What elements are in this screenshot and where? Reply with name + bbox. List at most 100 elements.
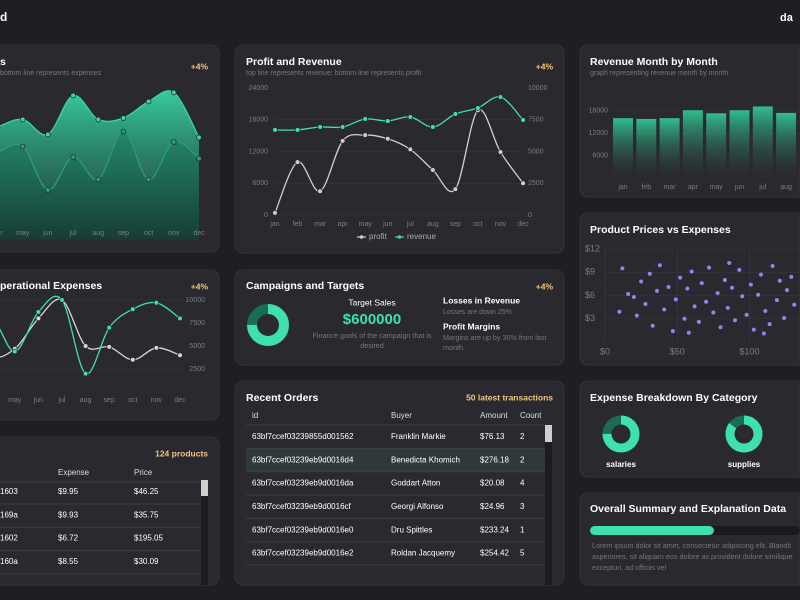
x-tick-label: aug bbox=[427, 221, 439, 228]
cell: 2 bbox=[520, 455, 525, 464]
point bbox=[177, 352, 183, 359]
point bbox=[19, 143, 26, 150]
category-label: supplies bbox=[728, 460, 761, 469]
point bbox=[35, 309, 42, 315]
point bbox=[761, 331, 766, 336]
tick-label: 12000 bbox=[589, 130, 609, 137]
tick-label: 24000 bbox=[249, 85, 269, 92]
cell: $30.09 bbox=[134, 557, 159, 566]
scrollbar[interactable] bbox=[545, 425, 552, 585]
cell: Roldan Jacquemy bbox=[391, 549, 455, 558]
panel bbox=[234, 269, 565, 366]
user: da bbox=[780, 12, 794, 24]
panel-title: Overall Summary and Explanation Data bbox=[590, 503, 786, 515]
point bbox=[82, 343, 89, 349]
x-tick-label: jul bbox=[406, 221, 414, 228]
cell: 63bf7ccef03239855d001562 bbox=[252, 432, 354, 441]
cell: $24.96 bbox=[480, 502, 505, 511]
item-title: Profit Margins bbox=[443, 321, 500, 331]
point bbox=[171, 139, 177, 145]
point bbox=[70, 154, 76, 160]
x-tick-label: jan bbox=[617, 184, 627, 191]
point bbox=[19, 116, 26, 123]
tick-label: 0 bbox=[528, 212, 532, 219]
point bbox=[520, 180, 526, 187]
point bbox=[782, 315, 787, 320]
point bbox=[620, 266, 625, 271]
cell: 2 bbox=[520, 432, 525, 441]
point bbox=[639, 279, 644, 284]
point bbox=[82, 370, 89, 377]
panel-title: Campaigns and Targets bbox=[246, 280, 364, 292]
cell: 1603 bbox=[0, 487, 18, 496]
point bbox=[95, 116, 102, 123]
tick-label: 2500 bbox=[189, 366, 205, 373]
target-note: Finance goals of the campaign that is de… bbox=[312, 331, 432, 350]
panel-subtitle: graph representing revenue month by mont… bbox=[590, 70, 728, 77]
tick-label: $12 bbox=[585, 243, 600, 253]
scroll-thumb[interactable] bbox=[545, 425, 552, 442]
point bbox=[789, 274, 794, 279]
point bbox=[770, 264, 775, 269]
point bbox=[177, 315, 183, 322]
point bbox=[153, 345, 160, 351]
x-tick-label: apr bbox=[0, 230, 3, 237]
tick-label: $0 bbox=[600, 346, 610, 356]
x-tick-label: may bbox=[359, 221, 373, 228]
x-tick-label: oct bbox=[144, 230, 153, 237]
point bbox=[362, 132, 369, 138]
point bbox=[785, 288, 789, 293]
cell: 63bf7ccef03239eb9d0016e0 bbox=[252, 525, 354, 534]
badge: 50 latest transactions bbox=[466, 392, 553, 402]
point bbox=[767, 322, 772, 327]
point bbox=[673, 297, 678, 302]
point bbox=[751, 327, 756, 332]
cell: $276.18 bbox=[480, 455, 509, 464]
tick-label: 7500 bbox=[189, 320, 205, 327]
x-tick-label: may bbox=[710, 184, 724, 191]
point bbox=[430, 167, 436, 173]
x-tick-label: jul bbox=[69, 230, 77, 237]
point bbox=[763, 309, 768, 313]
tick-label: $3 bbox=[585, 313, 595, 323]
bar bbox=[729, 110, 750, 179]
tick-label: $50 bbox=[670, 346, 685, 356]
panel bbox=[579, 492, 800, 586]
scroll-thumb[interactable] bbox=[201, 480, 208, 496]
point bbox=[196, 134, 202, 141]
tick-label: 18000 bbox=[249, 117, 269, 124]
point bbox=[696, 319, 701, 324]
x-tick-label: aug bbox=[92, 230, 104, 237]
cell: $35.75 bbox=[134, 510, 159, 519]
point bbox=[756, 292, 761, 297]
x-tick-label: sep bbox=[450, 221, 461, 228]
point bbox=[171, 89, 177, 96]
point bbox=[725, 305, 730, 310]
tick-label: 18000 bbox=[589, 107, 609, 114]
point bbox=[317, 124, 323, 130]
point bbox=[699, 281, 704, 286]
badge: +4% bbox=[536, 61, 554, 71]
cell: 160a bbox=[0, 557, 18, 566]
donut-value bbox=[602, 415, 640, 453]
cell: $76.13 bbox=[480, 432, 505, 441]
point bbox=[744, 312, 749, 317]
x-tick-label: jun bbox=[42, 230, 52, 237]
x-tick-label: dec bbox=[517, 221, 529, 228]
x-tick-label: jun bbox=[382, 221, 392, 228]
panel bbox=[579, 380, 800, 478]
point bbox=[430, 124, 436, 130]
tick-label: 2500 bbox=[528, 180, 544, 187]
item-title: Losses in Revenue bbox=[443, 295, 520, 305]
point bbox=[631, 295, 636, 300]
point bbox=[339, 124, 346, 130]
point bbox=[655, 288, 659, 293]
point bbox=[384, 136, 391, 142]
x-tick-label: nov bbox=[168, 230, 180, 237]
tick-label: 6000 bbox=[592, 153, 608, 160]
scrollbar[interactable] bbox=[201, 480, 208, 585]
item-text: Losses are down 25% bbox=[443, 309, 512, 316]
cell: Georgi Alfonso bbox=[391, 502, 444, 511]
cell: $9.95 bbox=[58, 487, 79, 496]
point bbox=[475, 105, 481, 111]
